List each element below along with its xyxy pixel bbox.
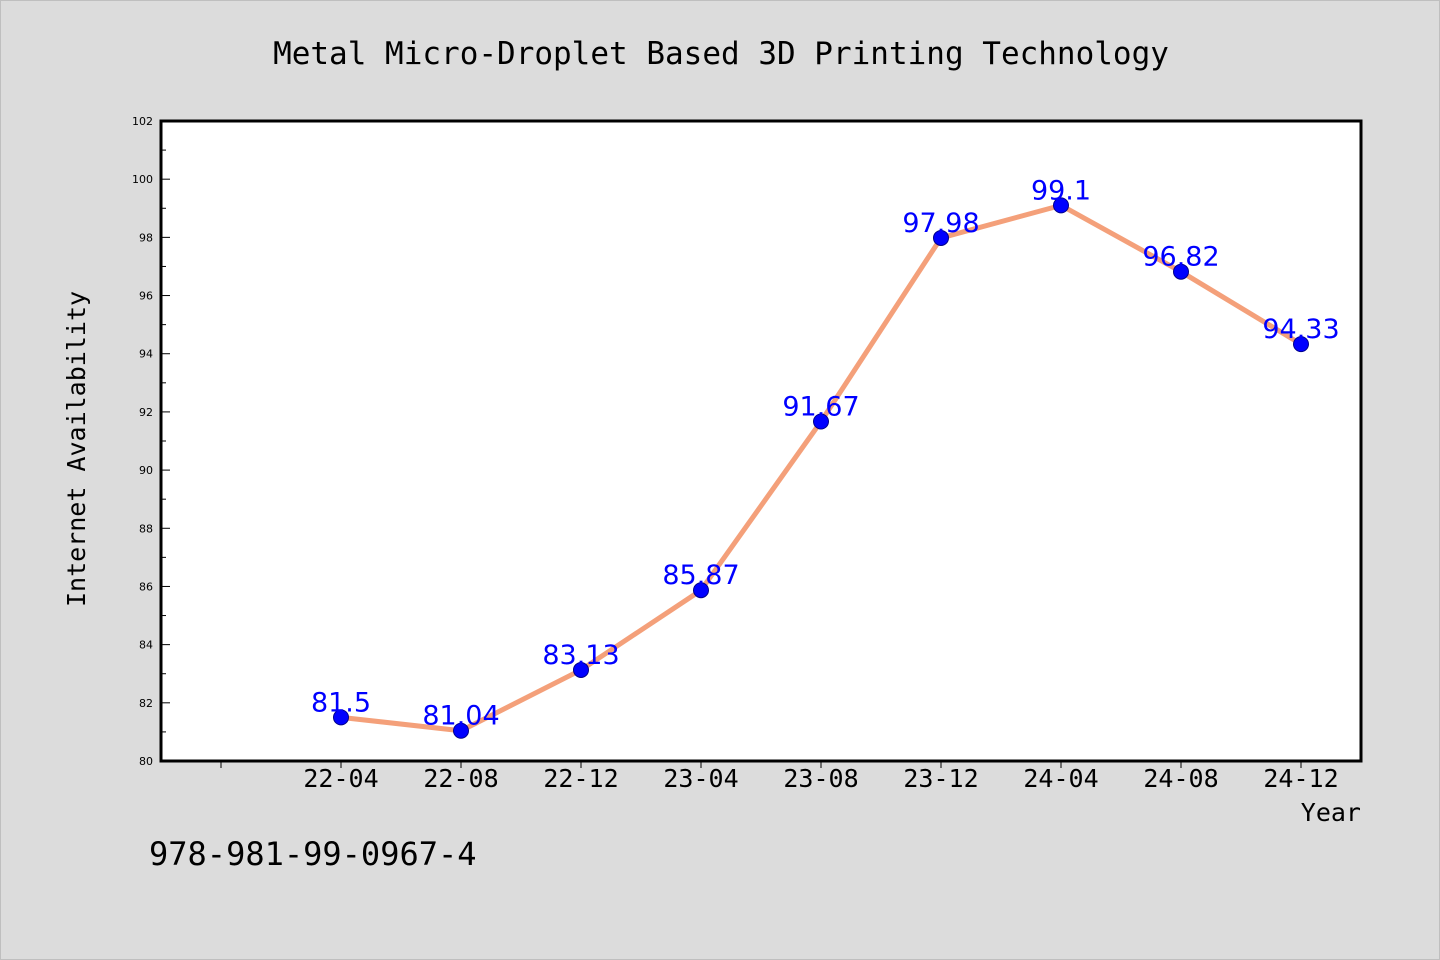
data-point-marker	[453, 722, 469, 739]
y-tick-label: 84	[139, 639, 153, 652]
x-tick-label: 22-12	[543, 764, 618, 793]
data-point-marker	[933, 229, 949, 246]
x-axis-title: Year	[1301, 798, 1361, 827]
data-value-label: 99.1	[1031, 175, 1091, 206]
x-tick-label: 23-04	[663, 764, 738, 793]
x-tick-label: 23-12	[903, 764, 978, 793]
y-axis-title: Internet Availability	[62, 291, 91, 607]
y-tick-label: 98	[139, 231, 153, 244]
data-value-label: 94.33	[1262, 314, 1339, 345]
data-value-label: 91.67	[782, 392, 859, 423]
y-tick-label: 96	[139, 290, 153, 303]
y-tick-label: 80	[139, 755, 153, 768]
y-tick-label: 86	[139, 580, 153, 593]
x-tick-label: 24-12	[1263, 764, 1338, 793]
data-value-label: 85.87	[662, 560, 739, 591]
x-tick-label: 24-04	[1023, 764, 1098, 793]
y-tick-label: 92	[139, 406, 153, 419]
y-tick-label: 90	[139, 464, 153, 477]
chart-title: Metal Micro-Droplet Based 3D Printing Te…	[273, 36, 1169, 72]
data-value-label: 83.13	[542, 640, 619, 671]
y-axis: 80 82 84 86 88 90 92 94 96 98 100 102	[132, 115, 170, 768]
data-point-marker	[693, 582, 709, 599]
data-point-marker	[1053, 197, 1069, 214]
data-value-label: 97.98	[902, 208, 979, 239]
x-tick-label: 24-08	[1143, 764, 1218, 793]
y-tick-label: 88	[139, 522, 153, 535]
data-point-marker	[333, 709, 349, 726]
x-tick-label: 22-08	[423, 764, 498, 793]
data-point-marker	[1173, 263, 1189, 280]
plot-area	[159, 119, 1363, 763]
x-tick-label: 22-04	[303, 764, 378, 793]
x-tick-label: 23-08	[783, 764, 858, 793]
data-point-marker	[1293, 336, 1309, 353]
data-value-label: 81.5	[311, 687, 371, 718]
data-value-label: 96.82	[1142, 242, 1219, 273]
series-line-group	[333, 197, 1309, 739]
isbn-footer-text: 978-981-99-0967-4	[149, 835, 477, 873]
y-tick-label: 102	[132, 115, 153, 128]
data-point-marker	[573, 661, 589, 678]
y-tick-label: 94	[139, 348, 153, 361]
y-tick-label: 82	[139, 697, 153, 710]
x-axis: 22-04 22-08 22-12 23-04 23-08 23-12 24-04 24-08…	[220, 760, 1339, 793]
data-labels-group: 81.5 81.04 83.13 85.87 91.67 97.98 99.1 96.82 94…	[311, 175, 1340, 731]
y-tick-label: 100	[132, 173, 153, 186]
data-value-label: 81.04	[422, 701, 499, 732]
data-point-marker	[813, 413, 829, 430]
